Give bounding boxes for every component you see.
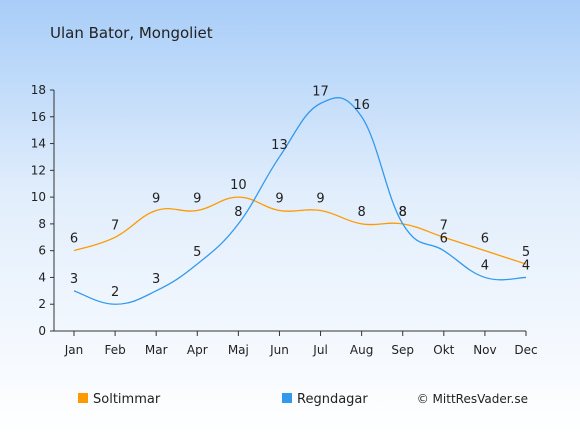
series-lines — [73, 97, 527, 305]
x-tick-label: Mar — [145, 343, 168, 357]
data-label: 9 — [275, 192, 283, 207]
x-tick-label: Jun — [269, 343, 289, 357]
y-tick-label: 0 — [38, 324, 46, 338]
data-label: 4 — [481, 258, 489, 273]
x-tick-label: Jan — [64, 343, 84, 357]
data-label: 8 — [399, 205, 407, 220]
x-tick-label: Aug — [350, 343, 373, 357]
y-tick-label: 12 — [31, 163, 46, 177]
data-label: 7 — [440, 218, 448, 233]
data-label: 5 — [193, 245, 201, 260]
legend-swatch — [78, 393, 88, 403]
data-label: 4 — [522, 258, 530, 273]
copyright-text: © MittResVader.se — [417, 392, 528, 406]
x-tick-label: Dec — [514, 343, 537, 357]
y-tick-label: 14 — [31, 137, 46, 151]
legend-label: Soltimmar — [93, 392, 161, 407]
legend: Soltimmar Regndagar — [78, 392, 368, 407]
y-tick-label: 2 — [38, 297, 46, 311]
data-label: 16 — [353, 98, 370, 113]
data-label: 2 — [111, 285, 119, 300]
chart-title: Ulan Bator, Mongoliet — [50, 24, 213, 42]
y-tick-label: 6 — [38, 244, 46, 258]
y-tick-label: 18 — [31, 83, 46, 97]
x-tick-label: Okt — [433, 343, 454, 357]
y-tick-label: 16 — [31, 110, 46, 124]
data-label: 8 — [399, 205, 407, 220]
data-label: 5 — [522, 245, 530, 260]
data-label: 9 — [193, 192, 201, 207]
x-tick-label: Apr — [187, 343, 208, 357]
data-label: 9 — [316, 192, 324, 207]
data-label: 3 — [70, 272, 78, 287]
data-label: 17 — [312, 84, 329, 99]
data-label: 6 — [70, 232, 78, 247]
data-label: 9 — [152, 192, 160, 207]
data-label: 6 — [440, 232, 448, 247]
data-label: 13 — [271, 138, 288, 153]
legend-swatch — [282, 393, 292, 403]
x-tick-label: Maj — [228, 343, 249, 357]
data-label: 3 — [152, 272, 160, 287]
x-tick-label: Jul — [312, 343, 327, 357]
data-label: 8 — [234, 205, 242, 220]
y-tick-label: 4 — [38, 270, 46, 284]
x-tick-label: Nov — [473, 343, 496, 357]
x-tick-label: Feb — [104, 343, 125, 357]
y-tick-label: 10 — [31, 190, 46, 204]
x-tick-label: Sep — [391, 343, 414, 357]
data-label: 8 — [357, 205, 365, 220]
series-line-0 — [73, 196, 527, 265]
data-label: 7 — [111, 218, 119, 233]
data-label: 6 — [481, 232, 489, 247]
y-tick-label: 8 — [38, 217, 46, 231]
data-label: 10 — [230, 178, 247, 193]
axes: 0 2 4 6 8 10 12 14 16 18 Jan Feb Mar Apr Maj Jun Jul Aug S… — [31, 83, 538, 357]
legend-label: Regndagar — [297, 392, 368, 407]
series-line-1 — [73, 97, 527, 305]
